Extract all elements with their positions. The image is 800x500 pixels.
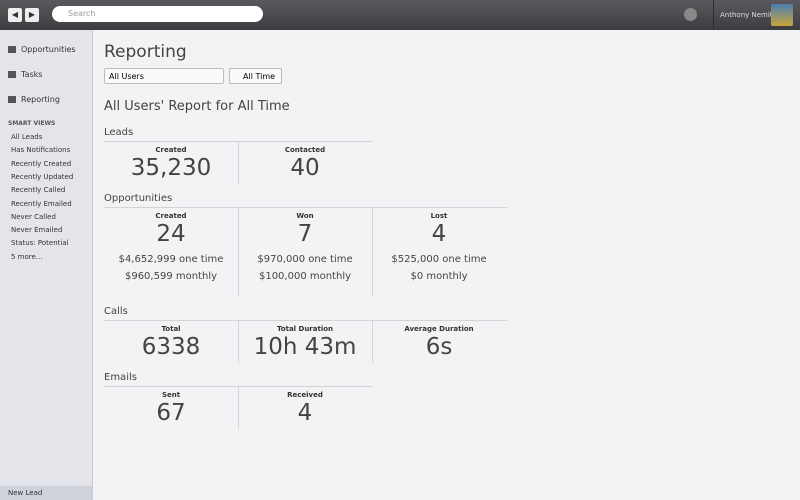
stat-detail: $100,000 monthly [258, 271, 352, 282]
nav-item[interactable]: Reporting [21, 95, 60, 104]
smart-view[interactable]: Never Called [11, 212, 56, 221]
stat-value: 7 [297, 221, 313, 247]
stat-value: 35,230 [130, 155, 212, 181]
stat-value: 4 [431, 221, 447, 247]
nav-item[interactable]: Opportunities [21, 45, 76, 54]
stat-value: 4 [297, 400, 313, 426]
nav-icon [8, 46, 16, 53]
stat-value: 10h 43m [253, 334, 357, 360]
column-divider [238, 142, 239, 184]
user-filter[interactable]: All Users [104, 68, 224, 84]
stat-value: 24 [156, 221, 186, 247]
stat-label: Average Duration [404, 325, 474, 333]
stat-label: Created [155, 212, 187, 220]
stat-detail: $525,000 one time [391, 254, 487, 265]
column-divider [372, 321, 373, 363]
section-rule [104, 386, 373, 387]
column-divider [238, 387, 239, 429]
globe-icon[interactable] [684, 8, 697, 21]
time-filter[interactable]: All Time [229, 68, 282, 84]
nav-item[interactable]: Tasks [21, 70, 43, 79]
smart-view[interactable]: Status: Potential [11, 239, 69, 248]
new-lead-button[interactable]: New Lead [0, 486, 92, 500]
page-title: Reporting [104, 42, 187, 62]
stat-detail: $0 monthly [410, 271, 468, 282]
section-title: Emails [104, 372, 137, 383]
stat-label: Received [287, 391, 323, 399]
stat-value: 40 [290, 155, 320, 181]
stat-value: 6338 [141, 334, 201, 360]
user-name[interactable]: Anthony Nemitz [713, 0, 800, 30]
column-divider [238, 321, 239, 363]
stat-value: 67 [156, 400, 186, 426]
stat-detail: $960,599 monthly [124, 271, 218, 282]
stat-label: Won [296, 212, 314, 220]
stat-label: Sent [161, 391, 181, 399]
section-title: Leads [104, 127, 134, 138]
report-title: All Users' Report for All Time [104, 99, 290, 114]
column-divider [238, 208, 239, 296]
smart-view[interactable]: Recently Updated [11, 172, 74, 181]
avatar[interactable] [771, 4, 793, 26]
section-rule [104, 320, 507, 321]
stat-label: Total [161, 325, 181, 333]
nav-icon [8, 96, 16, 103]
stat-label: Lost [430, 212, 448, 220]
forward-button[interactable]: ▶ [25, 8, 39, 22]
section-rule [104, 207, 507, 208]
search-box[interactable]: Search [52, 6, 263, 22]
stat-label: Contacted [284, 146, 326, 154]
smart-view[interactable]: Recently Emailed [11, 199, 72, 208]
stat-label: Created [155, 146, 187, 154]
section-title: Calls [104, 306, 128, 317]
sidebar [0, 30, 93, 500]
smart-views-title: SMART VIEWS [8, 120, 56, 127]
smart-view[interactable]: Has Notifications [11, 146, 71, 155]
smart-view[interactable]: Never Emailed [11, 226, 63, 235]
smart-view[interactable]: Recently Created [11, 159, 72, 168]
smart-view[interactable]: All Leads [11, 133, 43, 141]
nav-icon [8, 71, 16, 78]
stat-label: Total Duration [276, 325, 334, 333]
smart-view[interactable]: 5 more... [11, 252, 43, 261]
column-divider [372, 208, 373, 296]
stat-detail: $4,652,999 one time [118, 254, 224, 265]
section-rule [104, 141, 373, 142]
section-title: Opportunities [104, 193, 173, 204]
smart-view[interactable]: Recently Called [11, 186, 66, 195]
stat-detail: $970,000 one time [257, 254, 353, 265]
back-button[interactable]: ◀ [8, 8, 22, 22]
stat-value: 6s [425, 334, 453, 360]
